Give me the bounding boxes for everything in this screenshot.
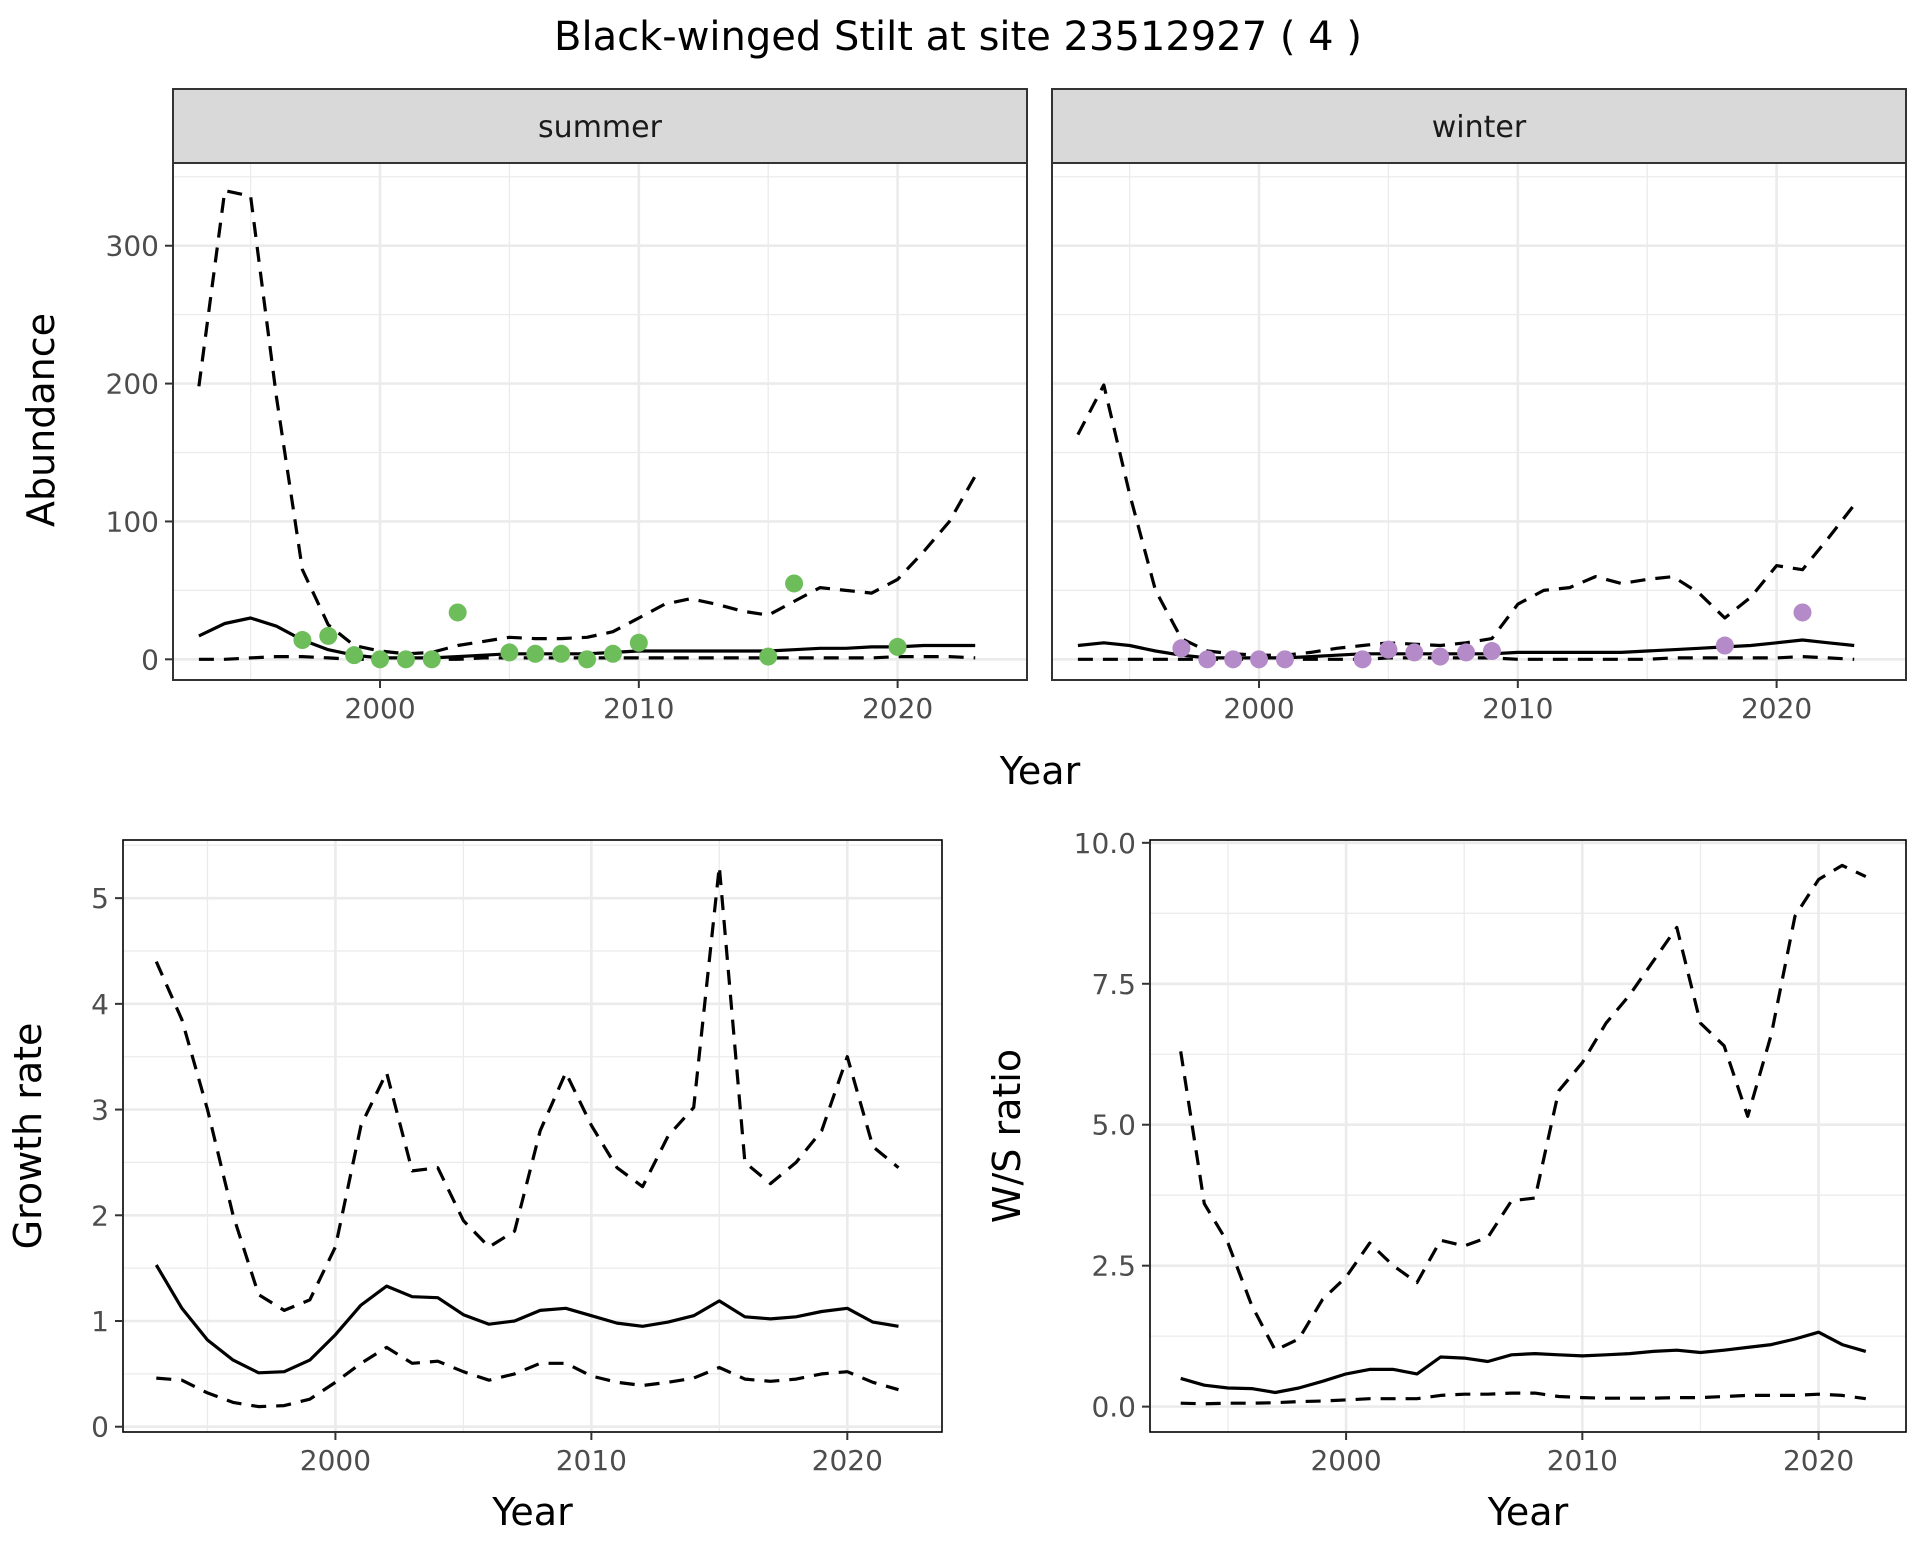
observed-point (500, 643, 519, 662)
upper-bound-line (1179, 863, 1867, 1352)
observed-point (1431, 647, 1450, 666)
lower-bound-line (156, 1345, 899, 1409)
plot-background (1150, 840, 1906, 1432)
observed-point (1198, 650, 1217, 669)
observed-point (1172, 639, 1191, 658)
y-axis-label: W/S ratio (985, 1049, 1029, 1223)
facet-label: winter (1432, 110, 1527, 145)
x-axis: 2000 2010 2020 (1223, 680, 1812, 725)
observed-point (1457, 643, 1476, 662)
y-tick-label: 4 (91, 988, 109, 1021)
observed-point (1482, 642, 1501, 661)
observed-point (629, 633, 648, 652)
shared-x-axis-label: Year (999, 749, 1081, 793)
x-tick-label: 2020 (1783, 1444, 1854, 1477)
x-tick-label: 2000 (300, 1444, 371, 1477)
upper-bound-line (197, 189, 977, 656)
winter-panel: winter 2000 2010 2020 (1051, 88, 1907, 725)
observed-point (448, 603, 467, 622)
y-tick-label: 7.5 (1091, 968, 1136, 1001)
observed-points (1172, 603, 1812, 669)
x-tick-label: 2010 (603, 692, 674, 725)
y-tick-label: 1 (91, 1305, 109, 1338)
observed-point (396, 650, 415, 669)
y-axis: 0 1 2 3 4 5 (91, 882, 123, 1444)
x-axis: 2000 2010 2020 (1310, 1432, 1854, 1477)
observed-point (578, 650, 597, 669)
estimate-line (1180, 1330, 1867, 1395)
x-tick-label: 2010 (1482, 692, 1553, 725)
observed-point (1793, 603, 1812, 622)
x-tick-label: 2000 (1223, 692, 1294, 725)
y-tick-label: 100 (106, 505, 159, 538)
shared-y-axis-label: Abundance (19, 313, 63, 527)
plot-border (122, 839, 943, 1433)
ws-ratio-panel: 2000 2010 2020 0.0 2.5 5.0 7.5 10.0 Year W/S rati… (985, 827, 1907, 1534)
x-axis: 2000 2010 2020 (300, 1432, 883, 1477)
estimate-line (154, 1264, 899, 1375)
x-tick-label: 2020 (862, 692, 933, 725)
y-tick-label: 0 (141, 643, 159, 676)
plot-background (123, 840, 942, 1432)
observed-point (603, 644, 622, 663)
gridlines (123, 840, 942, 1432)
figure-title: Black-winged Stilt at site 23512927 ( 4 … (554, 14, 1362, 60)
observed-point (785, 574, 804, 593)
y-tick-label: 2 (91, 1199, 109, 1232)
y-tick-label: 200 (106, 368, 159, 401)
gridlines (1150, 840, 1906, 1432)
x-tick-label: 2020 (812, 1444, 883, 1477)
observed-point (1224, 650, 1243, 669)
observed-point (1715, 636, 1734, 655)
plot-background (1052, 163, 1906, 680)
observed-point (888, 637, 907, 656)
observed-point (422, 650, 441, 669)
observed-point (1405, 643, 1424, 662)
x-axis: 2000 2010 2020 (344, 680, 933, 725)
series-group (1179, 863, 1867, 1406)
observed-point (1275, 650, 1294, 669)
observed-points (293, 574, 907, 669)
y-tick-label: 5 (91, 882, 109, 915)
observed-point (1379, 640, 1398, 659)
upper-bound-line (154, 864, 900, 1313)
observed-point (319, 626, 338, 645)
x-tick-label: 2010 (556, 1444, 627, 1477)
lower-bound-line (1180, 1391, 1867, 1406)
y-axis: 0.0 2.5 5.0 7.5 10.0 (1074, 827, 1150, 1424)
y-tick-label: 0.0 (1091, 1391, 1136, 1424)
facet-strip (172, 88, 1028, 164)
y-tick-label: 5.0 (1091, 1109, 1136, 1142)
x-tick-label: 2000 (344, 692, 415, 725)
x-tick-label: 2020 (1741, 692, 1812, 725)
observed-point (345, 646, 364, 665)
y-tick-label: 10.0 (1074, 827, 1136, 860)
y-axis-label: Growth rate (6, 1023, 50, 1250)
x-axis-label: Year (491, 1490, 573, 1534)
x-axis-label: Year (1487, 1490, 1569, 1534)
observed-point (759, 647, 778, 666)
observed-point (293, 631, 312, 650)
y-tick-label: 300 (106, 230, 159, 263)
observed-point (1353, 650, 1372, 669)
growth-rate-panel: 2000 2010 2020 0 1 2 3 4 5 Year Growth rate (6, 839, 943, 1534)
plot-border (1149, 839, 1907, 1433)
observed-point (371, 650, 390, 669)
y-tick-label: 0 (91, 1411, 109, 1444)
observed-point (526, 644, 545, 663)
y-tick-label: 3 (91, 1094, 109, 1127)
y-axis: 0 100 200 300 (106, 230, 173, 676)
x-tick-label: 2010 (1547, 1444, 1618, 1477)
y-tick-label: 2.5 (1091, 1250, 1136, 1283)
observed-point (552, 644, 571, 663)
x-tick-label: 2000 (1310, 1444, 1381, 1477)
series-group (154, 864, 900, 1409)
facet-label: summer (538, 110, 663, 145)
facet-strip (1051, 88, 1907, 164)
observed-point (1250, 650, 1269, 669)
summer-panel: summer 2000 2010 2020 0 100 200 300 (106, 88, 1028, 725)
